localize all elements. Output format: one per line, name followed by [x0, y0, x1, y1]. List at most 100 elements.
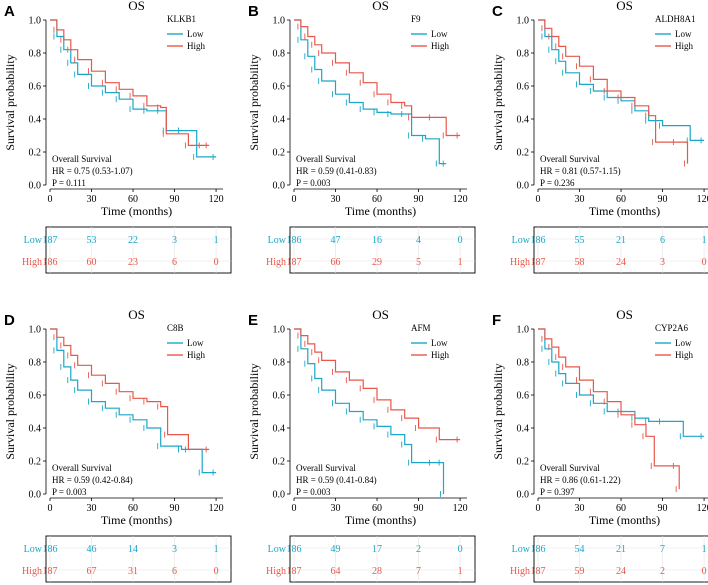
risk-label-high: High — [266, 566, 286, 577]
x-tick-label: 60 — [128, 194, 138, 205]
legend-label-low: Low — [187, 338, 204, 348]
p-value: P = 0.003 — [296, 178, 331, 188]
risk-count-high: 187 — [531, 566, 546, 577]
risk-label-high: High — [510, 566, 530, 577]
legend-label-low: Low — [187, 29, 204, 39]
risk-count-low: 1 — [702, 235, 707, 246]
legend-label-high: High — [675, 41, 694, 51]
km-curve-low — [294, 19, 447, 165]
km-curve-high — [538, 328, 680, 490]
risk-count-low: 187 — [43, 235, 58, 246]
y-tick-label: 0.0 — [29, 181, 42, 192]
risk-count-high: 3 — [660, 257, 665, 268]
x-tick-label: 90 — [658, 194, 668, 205]
chart-title: OS — [372, 0, 389, 13]
risk-count-high: 6 — [172, 257, 177, 268]
hazard-ratio: HR = 0.59 (0.41-0.84) — [296, 475, 377, 485]
hazard-ratio: HR = 0.86 (0.61-1.22) — [540, 475, 621, 485]
hazard-ratio: HR = 0.59 (0.42-0.84) — [52, 475, 133, 485]
km-curve-high — [294, 19, 461, 137]
risk-count-low: 186 — [43, 544, 58, 555]
legend-label-low: Low — [431, 338, 448, 348]
km-curve-high — [294, 328, 461, 441]
risk-count-high: 0 — [702, 566, 707, 577]
risk-count-high: 64 — [331, 566, 341, 577]
stat-header: Overall Survival — [52, 463, 112, 473]
risk-label-high: High — [266, 257, 286, 268]
risk-table-frame — [45, 226, 232, 274]
risk-count-low: 17 — [372, 544, 382, 555]
risk-count-low: 1 — [214, 544, 219, 555]
risk-label-high: High — [510, 257, 530, 268]
risk-count-low: 47 — [331, 235, 341, 246]
panel-letter: F — [492, 312, 501, 329]
risk-count-high: 1 — [458, 257, 463, 268]
km-curve-low — [50, 328, 217, 474]
chart-title: OS — [128, 307, 145, 322]
p-value: P = 0.111 — [52, 178, 86, 188]
x-tick-label: 60 — [372, 503, 382, 514]
y-tick-label: 0.0 — [273, 181, 286, 192]
risk-label-high: High — [22, 566, 42, 577]
hazard-ratio: HR = 0.75 (0.53-1.07) — [52, 166, 133, 176]
x-tick-label: 120 — [453, 194, 468, 205]
legend-title: KLKB1 — [167, 14, 196, 24]
risk-count-low: 55 — [575, 235, 585, 246]
y-tick-label: 0.2 — [273, 457, 286, 468]
y-tick-label: 0.8 — [517, 49, 530, 60]
risk-count-high: 58 — [575, 257, 585, 268]
y-tick-label: 0.0 — [273, 490, 286, 501]
legend-label-high: High — [431, 350, 450, 360]
x-axis-label: Time (months) — [101, 204, 172, 218]
panel-letter: D — [4, 312, 15, 329]
y-tick-label: 0.6 — [273, 82, 286, 93]
x-tick-label: 0 — [292, 503, 297, 514]
panel-letter: C — [492, 3, 503, 20]
risk-count-high: 2 — [660, 566, 665, 577]
risk-count-low: 1 — [702, 544, 707, 555]
risk-count-high: 7 — [416, 566, 421, 577]
risk-count-low: 54 — [575, 544, 585, 555]
x-tick-label: 60 — [616, 194, 626, 205]
y-tick-label: 0.4 — [29, 424, 42, 435]
p-value: P = 0.236 — [540, 178, 575, 188]
chart-title: OS — [372, 307, 389, 322]
x-tick-label: 90 — [170, 503, 180, 514]
y-tick-label: 1.0 — [517, 16, 530, 27]
risk-count-high: 0 — [214, 566, 219, 577]
risk-count-low: 4 — [416, 235, 421, 246]
y-tick-label: 1.0 — [29, 325, 42, 336]
y-axis-label: Survival probability — [491, 363, 505, 459]
km-panel-b: B OS 0.0 0.2 0.4 0.6 0.8 1.0 0 30 60 90 120 Time (mon… — [247, 0, 476, 274]
x-axis-label: Time (months) — [589, 204, 660, 218]
risk-count-low: 6 — [660, 235, 665, 246]
p-value: P = 0.397 — [540, 487, 575, 497]
risk-label-low: Low — [512, 544, 531, 555]
risk-label-high: High — [22, 257, 42, 268]
y-tick-label: 0.8 — [273, 358, 286, 369]
risk-table-frame — [289, 226, 476, 274]
risk-count-high: 28 — [372, 566, 382, 577]
y-tick-label: 0.6 — [517, 391, 530, 402]
risk-count-low: 3 — [172, 544, 177, 555]
risk-count-high: 187 — [531, 257, 546, 268]
y-axis-label: Survival probability — [491, 54, 505, 150]
y-tick-label: 0.0 — [517, 181, 530, 192]
x-tick-label: 90 — [414, 503, 424, 514]
x-tick-label: 0 — [48, 503, 53, 514]
risk-count-high: 29 — [372, 257, 382, 268]
x-axis-label: Time (months) — [101, 513, 172, 527]
x-tick-label: 120 — [697, 194, 708, 205]
risk-count-high: 5 — [416, 257, 421, 268]
y-tick-label: 0.4 — [29, 115, 42, 126]
panel-letter: A — [4, 3, 15, 20]
km-curve-high — [50, 19, 210, 146]
x-tick-label: 30 — [87, 194, 97, 205]
risk-count-high: 0 — [214, 257, 219, 268]
legend-label-high: High — [675, 350, 694, 360]
y-tick-label: 1.0 — [273, 325, 286, 336]
y-tick-label: 0.2 — [29, 148, 42, 159]
